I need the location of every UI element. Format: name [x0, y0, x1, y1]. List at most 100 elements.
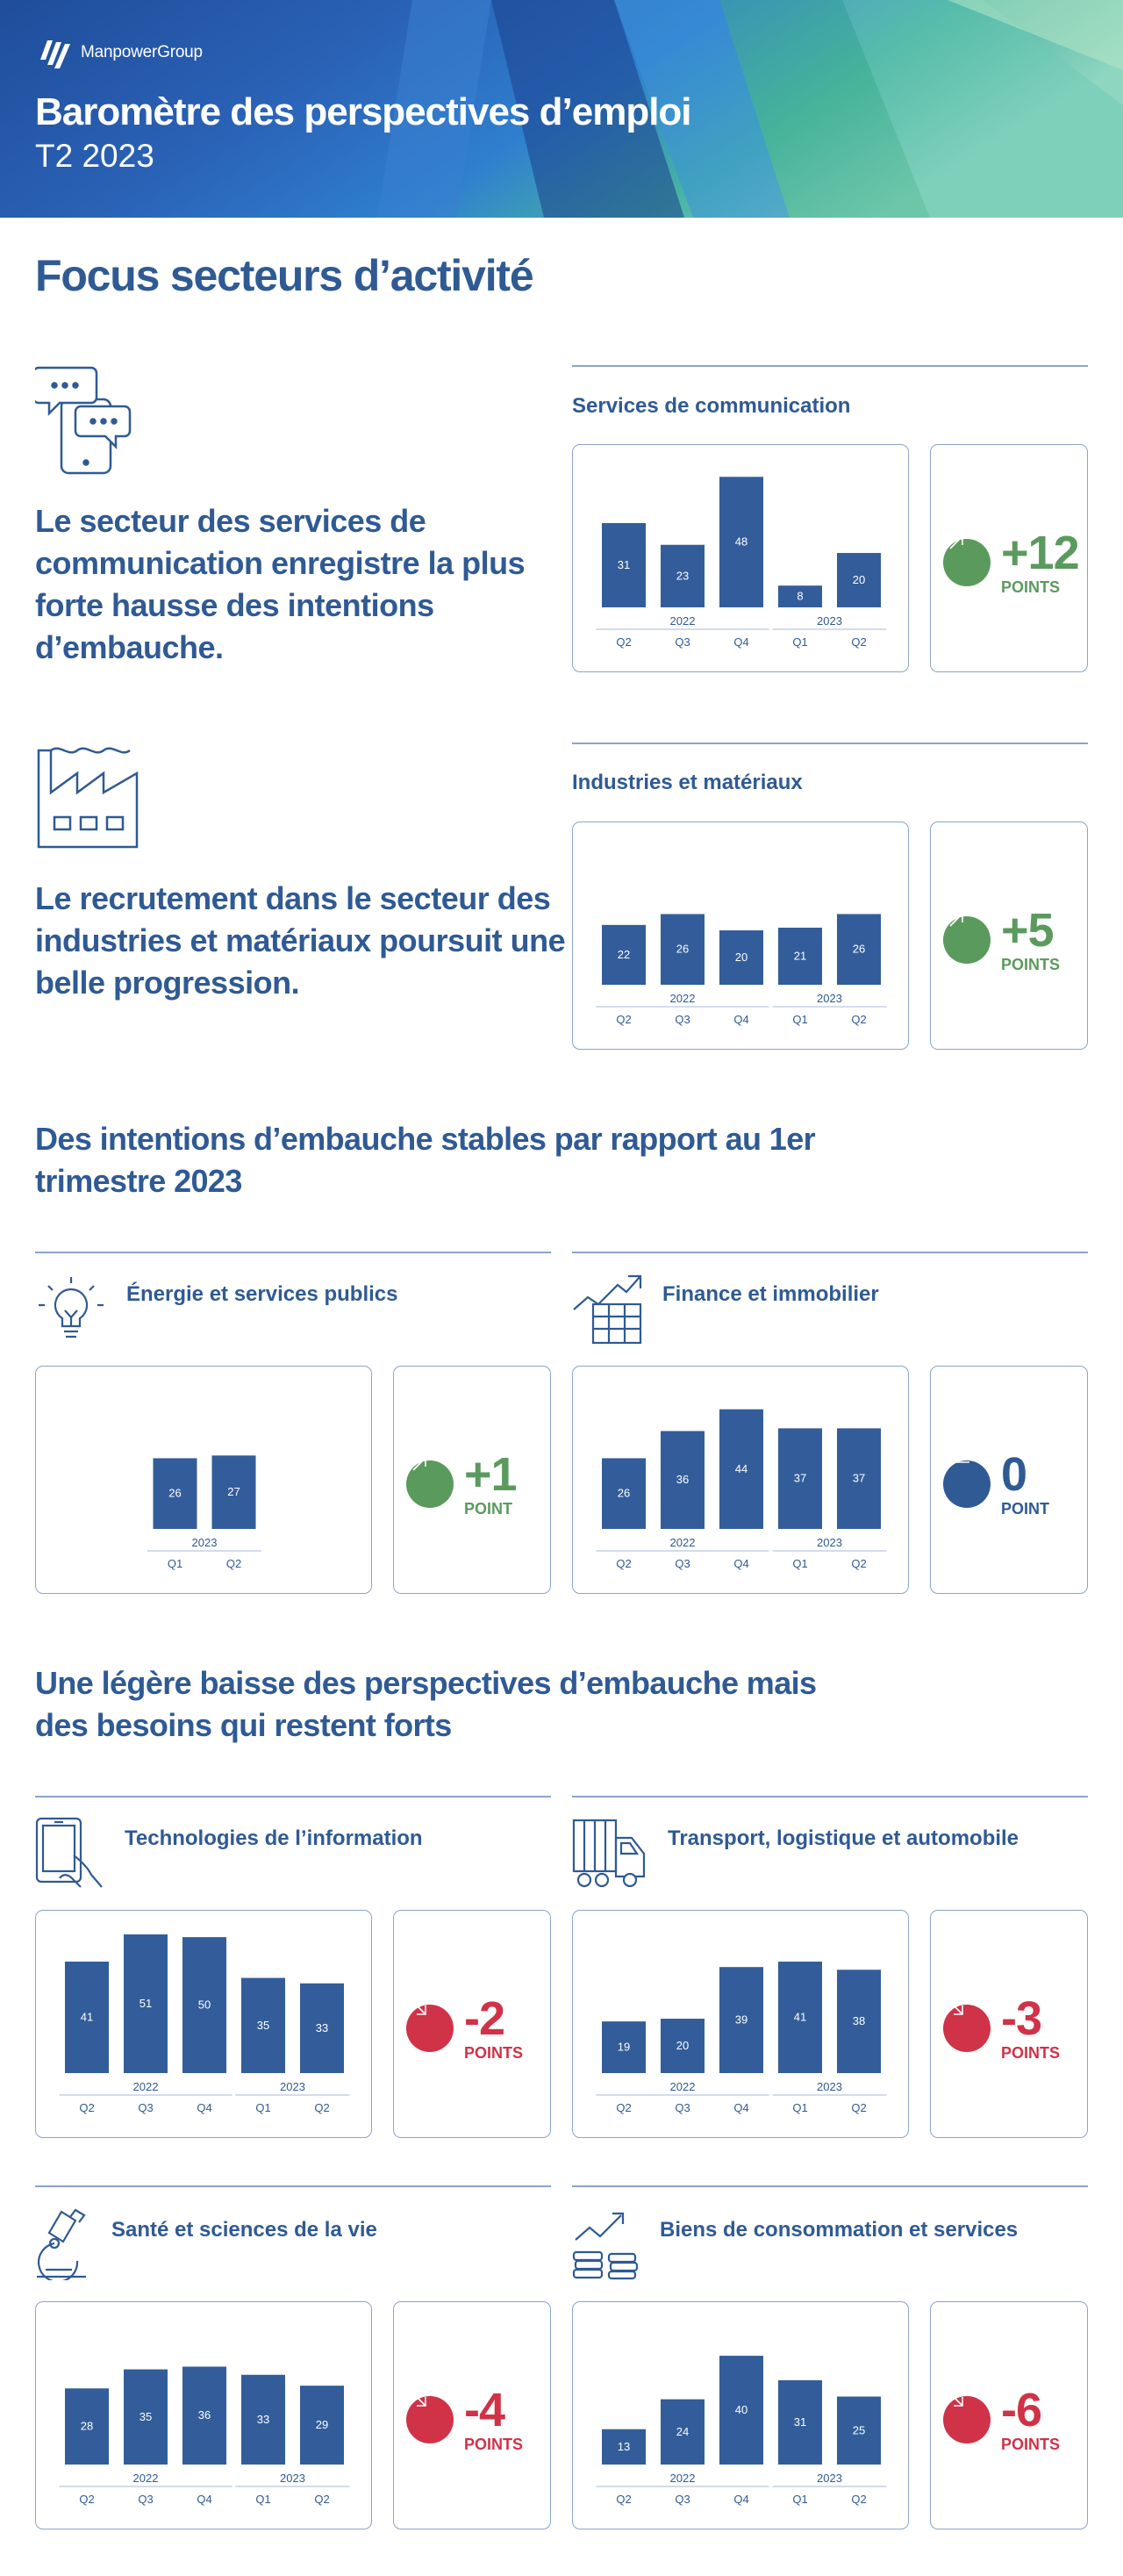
bar-value-label: 40 [735, 2403, 747, 2416]
bar-value-label: 28 [81, 2420, 93, 2433]
x-tick-label: Q3 [675, 635, 690, 649]
x-tick-label: Q2 [226, 1557, 241, 1570]
chart-box-energie: 26 Q1 27 Q2 2023 [35, 1366, 372, 1594]
bar [837, 914, 881, 985]
coins-growth-icon [572, 2212, 639, 2280]
bar-value-label: 33 [257, 2413, 269, 2426]
x-tick-label: Q2 [851, 635, 866, 649]
x-tick-label: Q4 [197, 2101, 211, 2114]
bar [602, 2429, 646, 2465]
sector-title-finance: Finance et immobilier [662, 1282, 879, 1306]
x-tick-label: Q1 [792, 1013, 807, 1026]
bar [602, 522, 646, 607]
bar [778, 585, 822, 607]
x-tick-label: Q1 [255, 2493, 270, 2506]
bar-chart-biens: 13 Q2 24 Q3 40 Q4 31 Q1 25 Q2 2022 2023 [596, 2356, 887, 2506]
change-unit: POINT [1001, 1500, 1050, 1518]
change-indicator-energie: +1 POINT [406, 1451, 518, 1518]
bar-chart-energie: 26 Q1 27 Q2 2023 [147, 1455, 261, 1570]
bar [661, 544, 705, 607]
bar [837, 2396, 881, 2465]
sector-title-transport: Transport, logistique et automobile [668, 1826, 1019, 1850]
year-group-label: 2022 [133, 2472, 159, 2485]
bar-value-label: 13 [618, 2440, 630, 2453]
x-tick-label: Q2 [616, 635, 631, 649]
change-value: 0 [1001, 1448, 1027, 1501]
bar [837, 1428, 881, 1529]
bar-value-label: 31 [618, 558, 630, 571]
change-unit: POINTS [464, 2436, 524, 2453]
communication-lead-text: Le secteur des services de communication… [35, 503, 526, 665]
year-group-label: 2022 [670, 2080, 696, 2093]
bar [602, 1458, 646, 1529]
bar [837, 553, 881, 607]
manpowergroup-logo: ManpowerGroup [35, 35, 203, 70]
sector-title-industries: Industries et matériaux [572, 771, 803, 794]
divider [572, 743, 1088, 744]
year-group-label: 2022 [670, 1536, 696, 1549]
year-group-label: 2023 [817, 992, 842, 1005]
arrow-up-right-icon [943, 913, 991, 964]
change-indicator-sante: -4 POINTS [406, 2386, 523, 2453]
bar [778, 2379, 822, 2465]
bar-value-label: 8 [797, 590, 803, 603]
bar-value-label: 36 [676, 1473, 689, 1486]
change-unit: POINTS [1001, 578, 1061, 596]
x-tick-label: Q2 [616, 1557, 631, 1570]
change-box-industries: +5 POINTS [930, 822, 1088, 1050]
bar-chart-industries: 22 Q2 26 Q3 20 Q4 21 Q1 26 Q2 2022 2023 [596, 914, 887, 1026]
x-tick-label: Q3 [675, 2493, 690, 2506]
section-stable-title: Des intentions d’embauche stables par ra… [35, 1121, 816, 1199]
chart-box-biens: 13 Q2 24 Q3 40 Q4 31 Q1 25 Q2 2022 2023 [572, 2301, 909, 2529]
x-tick-label: Q2 [851, 1557, 866, 1570]
chart-box-sante: 28 Q2 35 Q3 36 Q4 33 Q1 29 Q2 2022 2023 [35, 2301, 372, 2529]
bar [153, 1458, 197, 1529]
divider [35, 2185, 551, 2187]
arrow-down-right-icon [943, 2393, 991, 2443]
truck-icon [572, 1819, 646, 1888]
bar [837, 1970, 881, 2073]
change-indicator-transport: -3 POINTS [943, 1995, 1060, 2062]
change-box-finance: 0 POINT [930, 1366, 1088, 1594]
bar-value-label: 20 [676, 2039, 689, 2052]
bar-chart-transport: 19 Q2 20 Q3 39 Q4 41 Q1 38 Q2 2022 2023 [596, 1961, 887, 2114]
x-tick-label: Q4 [733, 635, 748, 649]
microscope-icon [37, 2208, 86, 2280]
bar [182, 2366, 226, 2465]
bar-value-label: 27 [227, 1485, 240, 1498]
x-tick-label: Q2 [314, 2101, 329, 2114]
bar [719, 2356, 763, 2465]
bar-value-label: 35 [139, 2410, 152, 2423]
bar [65, 2388, 109, 2465]
x-tick-label: Q4 [733, 2493, 748, 2506]
bar-value-label: 35 [257, 2019, 269, 2032]
year-group-label: 2022 [670, 614, 696, 628]
chart-table-icon [573, 1274, 642, 1345]
sector-title-tech: Technologies de l’information [125, 1826, 423, 1850]
year-group-label: 2023 [280, 2472, 305, 2485]
equals-icon [943, 1456, 991, 1508]
chart-box-transport: 19 Q2 20 Q3 39 Q4 41 Q1 38 Q2 2022 2023 [572, 1910, 909, 2138]
x-tick-label: Q3 [675, 1557, 690, 1570]
year-group-label: 2023 [817, 2472, 842, 2485]
arrow-down-right-icon [943, 2001, 991, 2052]
factory-icon [37, 747, 139, 849]
bar-value-label: 36 [198, 2408, 211, 2422]
divider [572, 1252, 1088, 1253]
x-tick-label: Q4 [733, 1557, 748, 1570]
sector-title-energie: Énergie et services publics [126, 1282, 398, 1306]
year-group-label: 2023 [817, 2080, 842, 2093]
bar [661, 2399, 705, 2465]
bar [778, 1961, 822, 2073]
bar [602, 2021, 646, 2073]
divider [572, 1796, 1088, 1797]
bar [661, 1431, 705, 1529]
x-tick-label: Q1 [168, 1557, 182, 1570]
bar [241, 2374, 285, 2465]
x-tick-label: Q3 [138, 2493, 153, 2506]
year-group-label: 2023 [192, 1536, 218, 1549]
bar-value-label: 48 [735, 535, 747, 549]
header-banner: ManpowerGroup Baromètre des perspectives… [0, 0, 1123, 218]
change-unit: POINTS [1001, 956, 1061, 973]
bar [300, 1983, 344, 2073]
